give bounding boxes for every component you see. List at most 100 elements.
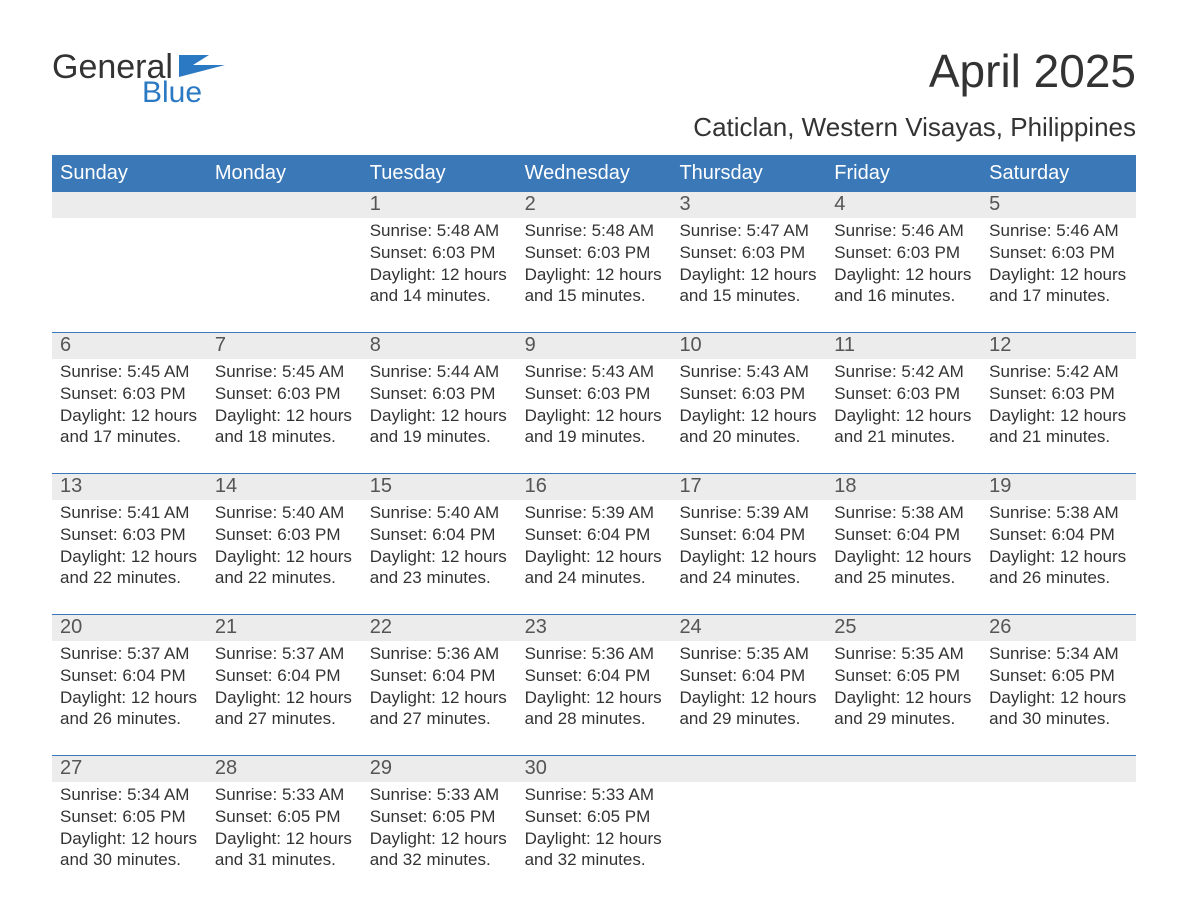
sunrise-line: Sunrise: 5:40 AM <box>215 502 354 524</box>
sunrise-line: Sunrise: 5:39 AM <box>679 502 818 524</box>
daylight-line: Daylight: 12 hours and 28 minutes. <box>525 687 664 731</box>
month-title: April 2025 <box>693 44 1136 98</box>
day-number <box>52 192 207 218</box>
sunrise-line: Sunrise: 5:42 AM <box>989 361 1128 383</box>
day-cell: Sunrise: 5:39 AMSunset: 6:04 PMDaylight:… <box>517 500 672 600</box>
day-number: 7 <box>207 333 362 359</box>
daylight-line: Daylight: 12 hours and 29 minutes. <box>834 687 973 731</box>
brand-logo: General Blue <box>52 50 225 108</box>
day-number: 10 <box>671 333 826 359</box>
day-number: 26 <box>981 615 1136 641</box>
sunrise-line: Sunrise: 5:33 AM <box>370 784 509 806</box>
title-block: April 2025 Caticlan, Western Visayas, Ph… <box>693 44 1136 143</box>
sunset-line: Sunset: 6:03 PM <box>60 524 199 546</box>
day-number-row: 13141516171819 <box>52 474 1136 500</box>
sunrise-line: Sunrise: 5:34 AM <box>989 643 1128 665</box>
day-body-row: Sunrise: 5:48 AMSunset: 6:03 PMDaylight:… <box>52 218 1136 318</box>
day-cell: Sunrise: 5:48 AMSunset: 6:03 PMDaylight:… <box>517 218 672 318</box>
calendar-page: General Blue April 2025 Caticlan, Wester… <box>0 0 1188 918</box>
brand-word-blue: Blue <box>142 78 225 108</box>
sunset-line: Sunset: 6:04 PM <box>215 665 354 687</box>
day-cell: Sunrise: 5:36 AMSunset: 6:04 PMDaylight:… <box>517 641 672 741</box>
day-cell <box>207 218 362 318</box>
sunset-line: Sunset: 6:04 PM <box>60 665 199 687</box>
sunrise-line: Sunrise: 5:45 AM <box>215 361 354 383</box>
sunset-line: Sunset: 6:04 PM <box>370 524 509 546</box>
day-number: 4 <box>826 192 981 218</box>
day-cell: Sunrise: 5:41 AMSunset: 6:03 PMDaylight:… <box>52 500 207 600</box>
location-subtitle: Caticlan, Western Visayas, Philippines <box>693 112 1136 143</box>
daylight-line: Daylight: 12 hours and 19 minutes. <box>370 405 509 449</box>
sunrise-line: Sunrise: 5:35 AM <box>834 643 973 665</box>
day-cell: Sunrise: 5:45 AMSunset: 6:03 PMDaylight:… <box>207 359 362 459</box>
day-body-row: Sunrise: 5:41 AMSunset: 6:03 PMDaylight:… <box>52 500 1136 600</box>
daylight-line: Daylight: 12 hours and 21 minutes. <box>989 405 1128 449</box>
daylight-line: Daylight: 12 hours and 18 minutes. <box>215 405 354 449</box>
sunrise-line: Sunrise: 5:33 AM <box>215 784 354 806</box>
sunrise-line: Sunrise: 5:46 AM <box>989 220 1128 242</box>
weekday-header: Sunday <box>52 157 207 191</box>
sunrise-line: Sunrise: 5:47 AM <box>679 220 818 242</box>
daylight-line: Daylight: 12 hours and 26 minutes. <box>60 687 199 731</box>
day-number: 17 <box>671 474 826 500</box>
daylight-line: Daylight: 12 hours and 24 minutes. <box>679 546 818 590</box>
day-cell: Sunrise: 5:35 AMSunset: 6:04 PMDaylight:… <box>671 641 826 741</box>
sunrise-line: Sunrise: 5:40 AM <box>370 502 509 524</box>
day-number: 5 <box>981 192 1136 218</box>
calendar-grid: SundayMondayTuesdayWednesdayThursdayFrid… <box>52 155 1136 882</box>
day-number: 16 <box>517 474 672 500</box>
sunrise-line: Sunrise: 5:37 AM <box>60 643 199 665</box>
daylight-line: Daylight: 12 hours and 32 minutes. <box>525 828 664 872</box>
day-number-row: 12345 <box>52 192 1136 218</box>
sunset-line: Sunset: 6:05 PM <box>370 806 509 828</box>
day-number-row: 6789101112 <box>52 333 1136 359</box>
day-cell: Sunrise: 5:38 AMSunset: 6:04 PMDaylight:… <box>981 500 1136 600</box>
weekday-header: Thursday <box>671 157 826 191</box>
day-cell: Sunrise: 5:38 AMSunset: 6:04 PMDaylight:… <box>826 500 981 600</box>
week-row: 6789101112 <box>52 332 1136 359</box>
sunset-line: Sunset: 6:05 PM <box>989 665 1128 687</box>
day-number: 3 <box>671 192 826 218</box>
sunset-line: Sunset: 6:03 PM <box>834 383 973 405</box>
sunset-line: Sunset: 6:04 PM <box>679 665 818 687</box>
sunset-line: Sunset: 6:04 PM <box>989 524 1128 546</box>
sunset-line: Sunset: 6:03 PM <box>215 524 354 546</box>
weekday-header-row: SundayMondayTuesdayWednesdayThursdayFrid… <box>52 157 1136 191</box>
day-number: 12 <box>981 333 1136 359</box>
sunrise-line: Sunrise: 5:38 AM <box>834 502 973 524</box>
sunrise-line: Sunrise: 5:45 AM <box>60 361 199 383</box>
day-number: 28 <box>207 756 362 782</box>
day-number-row: 20212223242526 <box>52 615 1136 641</box>
week-row: 27282930 <box>52 755 1136 782</box>
day-body-row: Sunrise: 5:37 AMSunset: 6:04 PMDaylight:… <box>52 641 1136 741</box>
sunrise-line: Sunrise: 5:36 AM <box>370 643 509 665</box>
day-number: 29 <box>362 756 517 782</box>
day-cell: Sunrise: 5:37 AMSunset: 6:04 PMDaylight:… <box>52 641 207 741</box>
sunset-line: Sunset: 6:03 PM <box>370 242 509 264</box>
daylight-line: Daylight: 12 hours and 25 minutes. <box>834 546 973 590</box>
day-number: 15 <box>362 474 517 500</box>
day-number: 9 <box>517 333 672 359</box>
day-number: 8 <box>362 333 517 359</box>
sunset-line: Sunset: 6:03 PM <box>525 242 664 264</box>
day-cell: Sunrise: 5:35 AMSunset: 6:05 PMDaylight:… <box>826 641 981 741</box>
daylight-line: Daylight: 12 hours and 22 minutes. <box>215 546 354 590</box>
day-number <box>671 756 826 782</box>
day-number: 22 <box>362 615 517 641</box>
sunset-line: Sunset: 6:05 PM <box>60 806 199 828</box>
daylight-line: Daylight: 12 hours and 30 minutes. <box>989 687 1128 731</box>
sunrise-line: Sunrise: 5:35 AM <box>679 643 818 665</box>
sunrise-line: Sunrise: 5:39 AM <box>525 502 664 524</box>
sunset-line: Sunset: 6:03 PM <box>679 242 818 264</box>
day-cell <box>671 782 826 882</box>
sunset-line: Sunset: 6:03 PM <box>834 242 973 264</box>
day-cell: Sunrise: 5:34 AMSunset: 6:05 PMDaylight:… <box>981 641 1136 741</box>
day-cell <box>52 218 207 318</box>
day-cell: Sunrise: 5:36 AMSunset: 6:04 PMDaylight:… <box>362 641 517 741</box>
sunrise-line: Sunrise: 5:43 AM <box>679 361 818 383</box>
sunset-line: Sunset: 6:03 PM <box>215 383 354 405</box>
day-number <box>207 192 362 218</box>
sunrise-line: Sunrise: 5:36 AM <box>525 643 664 665</box>
sunrise-line: Sunrise: 5:41 AM <box>60 502 199 524</box>
day-number: 21 <box>207 615 362 641</box>
